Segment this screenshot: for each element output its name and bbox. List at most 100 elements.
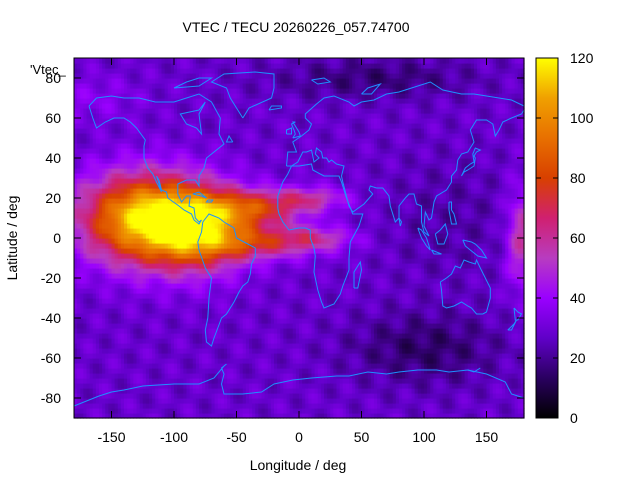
heatmap-cell (164, 258, 169, 264)
heatmap-cell (177, 208, 181, 214)
heatmap-cell (124, 228, 128, 234)
heatmap-cell (149, 68, 153, 74)
heatmap-cell (155, 138, 159, 144)
heatmap-cell (108, 73, 113, 79)
heatmap-cell (114, 83, 119, 89)
heatmap-cell (139, 118, 144, 124)
heatmap-cell (86, 323, 91, 329)
heatmap-cell (108, 258, 113, 264)
heatmap-cell (120, 78, 125, 84)
heatmap-cell (189, 408, 194, 414)
heatmap-cell (80, 378, 84, 384)
heatmap-cell (86, 333, 91, 339)
heatmap-cell (102, 288, 106, 294)
heatmap-cell (108, 318, 113, 324)
heatmap-cell (105, 313, 109, 319)
heatmap-cell (145, 258, 150, 264)
heatmap-cell (89, 243, 94, 249)
heatmap-cell (127, 408, 131, 414)
heatmap-cell (152, 78, 156, 84)
heatmap-cell (77, 348, 81, 354)
heatmap-cell (120, 68, 125, 74)
heatmap-cell (120, 108, 125, 114)
heatmap-cell (177, 143, 181, 149)
heatmap-cell (108, 203, 113, 209)
heatmap-cell (139, 333, 144, 339)
heatmap-cell (136, 408, 141, 414)
heatmap-cell (170, 63, 175, 69)
heatmap-cell (186, 83, 191, 89)
heatmap-cell (155, 368, 159, 374)
heatmap-cell (155, 323, 159, 329)
heatmap-cell (142, 83, 147, 89)
heatmap-cell (152, 248, 156, 254)
heatmap-cell (158, 398, 163, 404)
heatmap-cell (158, 148, 163, 154)
heatmap-cell (139, 153, 144, 159)
heatmap-cell (133, 373, 138, 379)
heatmap-cell (189, 183, 194, 189)
heatmap-cell (164, 233, 169, 239)
heatmap-cell (133, 173, 138, 179)
heatmap-cell (158, 218, 163, 224)
heatmap-cell (177, 153, 181, 159)
heatmap-cell (145, 268, 150, 274)
heatmap-cell (111, 323, 116, 329)
heatmap-cell (83, 228, 88, 234)
heatmap-cell (86, 318, 91, 324)
heatmap-cell (189, 128, 194, 134)
heatmap-cell (145, 388, 150, 394)
heatmap-cell (120, 103, 125, 109)
heatmap-cell (149, 203, 153, 209)
heatmap-cell (111, 343, 116, 349)
heatmap-cell (83, 243, 88, 249)
heatmap-cell (74, 253, 78, 259)
heatmap-cell (158, 288, 163, 294)
heatmap-cell (195, 333, 200, 339)
heatmap-cell (195, 308, 200, 314)
heatmap-cell (142, 228, 147, 234)
heatmap-cell (199, 413, 203, 419)
heatmap-cell (136, 193, 141, 199)
heatmap-cell (92, 388, 97, 394)
heatmap-cell (183, 338, 188, 344)
heatmap-cell (92, 133, 97, 139)
heatmap-cell (133, 58, 138, 64)
heatmap-cell (149, 313, 153, 319)
heatmap-cell (124, 58, 128, 64)
heatmap-cell (80, 233, 84, 239)
heatmap-cell (130, 58, 134, 64)
heatmap-cell (142, 368, 147, 374)
heatmap-cell (83, 148, 88, 154)
heatmap-cell (127, 133, 131, 139)
heatmap-cell (74, 393, 78, 399)
heatmap-cell (155, 193, 159, 199)
heatmap-cell (74, 278, 78, 284)
heatmap-cell (189, 338, 194, 344)
heatmap-cell (180, 318, 184, 324)
heatmap-cell (127, 333, 131, 339)
heatmap-cell (152, 108, 156, 114)
heatmap-cell (161, 103, 166, 109)
heatmap-cell (139, 293, 144, 299)
heatmap-cell (174, 388, 178, 394)
heatmap-cell (86, 213, 91, 219)
heatmap-cell (158, 173, 163, 179)
heatmap-cell (130, 228, 134, 234)
heatmap-cell (155, 248, 159, 254)
heatmap-cell (124, 178, 128, 184)
heatmap-cell (114, 248, 119, 254)
heatmap-cell (89, 238, 94, 244)
heatmap-cell (158, 188, 163, 194)
heatmap-cell (77, 338, 81, 344)
heatmap-cell (92, 208, 97, 214)
heatmap-cell (74, 268, 78, 274)
heatmap-cell (92, 293, 97, 299)
heatmap-cell (142, 218, 147, 224)
heatmap-cell (108, 138, 113, 144)
heatmap-cell (127, 93, 131, 99)
heatmap-cell (105, 288, 109, 294)
heatmap-cell (183, 323, 188, 329)
heatmap-cell (108, 213, 113, 219)
heatmap-cell (130, 238, 134, 244)
